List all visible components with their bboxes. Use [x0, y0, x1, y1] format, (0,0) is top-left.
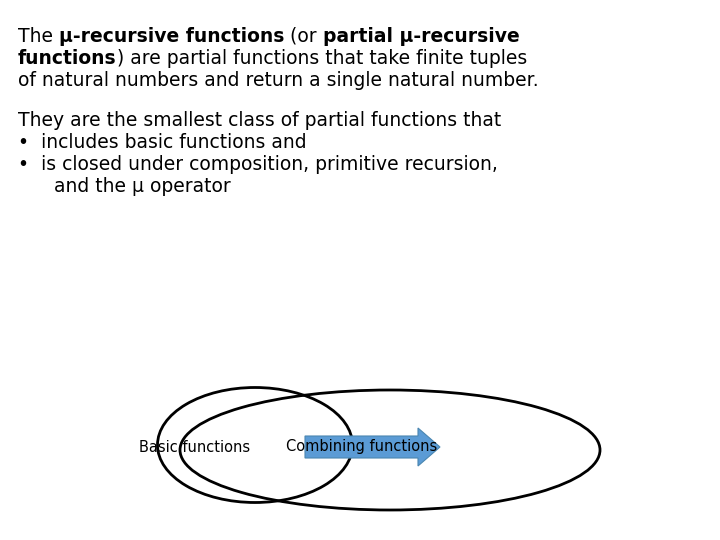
Text: functions: functions — [18, 49, 117, 68]
Text: of natural numbers and return a single natural number.: of natural numbers and return a single n… — [18, 71, 539, 90]
Text: and the μ operator: and the μ operator — [36, 177, 230, 195]
Text: μ-recursive functions: μ-recursive functions — [59, 27, 284, 46]
Text: ) are partial functions that take finite tuples: ) are partial functions that take finite… — [117, 49, 527, 68]
Text: The: The — [18, 27, 59, 46]
Text: They are the smallest class of partial functions that: They are the smallest class of partial f… — [18, 111, 501, 130]
Text: •  is closed under composition, primitive recursion,: • is closed under composition, primitive… — [18, 154, 498, 173]
Text: (or: (or — [284, 27, 323, 46]
Text: •  includes basic functions and: • includes basic functions and — [18, 133, 307, 152]
Text: Combining functions: Combining functions — [286, 440, 437, 455]
FancyArrow shape — [305, 428, 440, 466]
Text: Basic functions: Basic functions — [140, 440, 251, 455]
Text: partial μ-recursive: partial μ-recursive — [323, 27, 520, 46]
